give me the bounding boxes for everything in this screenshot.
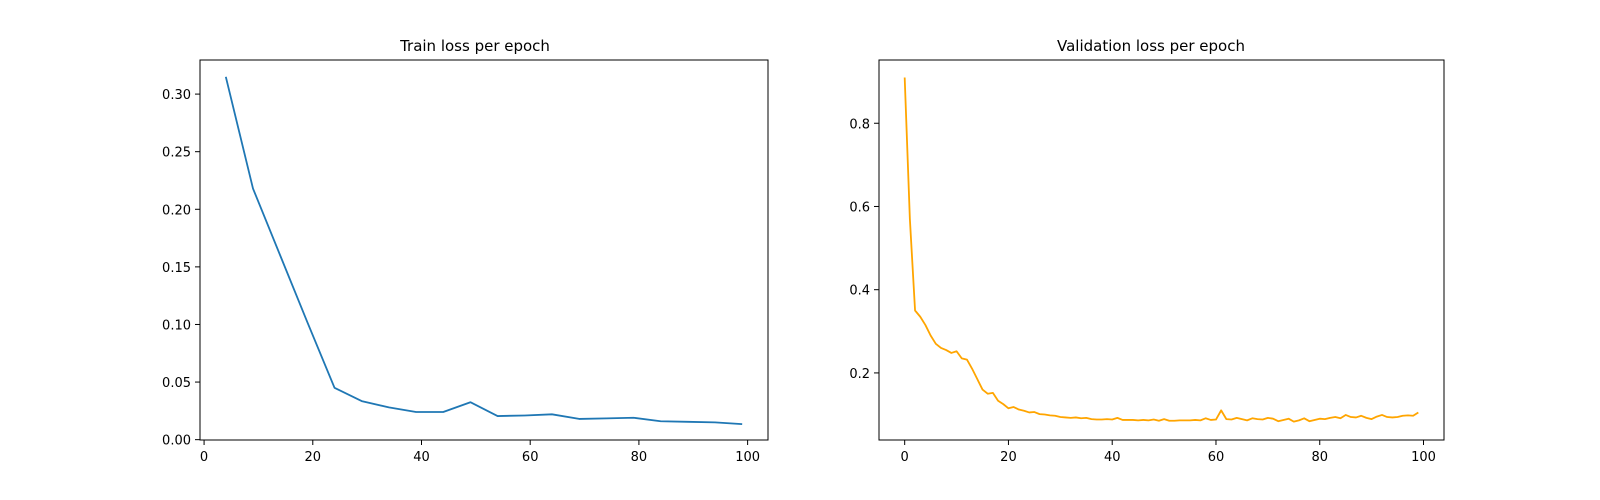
x-tick-label: 80 xyxy=(631,450,648,465)
y-tick-label: 0.20 xyxy=(162,203,191,218)
series-line xyxy=(224,76,743,425)
y-tick-label: 0.10 xyxy=(162,318,191,333)
x-tick-label: 60 xyxy=(522,450,539,465)
x-tick-label: 20 xyxy=(1000,450,1017,465)
x-tick-label: 100 xyxy=(1411,450,1436,465)
series-line xyxy=(903,77,1419,423)
x-tick-label: 100 xyxy=(735,450,760,465)
x-tick-label: 40 xyxy=(413,450,430,465)
validation-loss-chart: Validation loss per epoch 0 20 40 60 80 100 0.… xyxy=(849,37,1445,465)
plot-frame xyxy=(199,59,769,441)
y-tick-label: 0.00 xyxy=(162,434,191,449)
x-tick-label: 0 xyxy=(200,450,208,465)
y-tick-label: 0.2 xyxy=(849,367,870,382)
x-tick-label: 20 xyxy=(305,450,322,465)
train-loss-chart: Train loss per epoch 0 20 40 60 80 100 0.00 0.0… xyxy=(162,37,769,465)
chart-title: Validation loss per epoch xyxy=(1057,37,1245,55)
x-tick-label: 80 xyxy=(1311,450,1328,465)
x-tick-label: 0 xyxy=(901,450,909,465)
y-tick-label: 0.30 xyxy=(162,88,191,103)
x-tick-label: 60 xyxy=(1208,450,1225,465)
y-tick-label: 0.15 xyxy=(162,261,191,276)
x-tick-label: 40 xyxy=(1104,450,1121,465)
plot-frame xyxy=(878,59,1445,441)
y-tick-label: 0.25 xyxy=(162,146,191,161)
y-tick-label: 0.4 xyxy=(849,284,870,299)
y-tick-label: 0.6 xyxy=(849,200,870,215)
y-tick-label: 0.8 xyxy=(849,117,870,132)
chart-title: Train loss per epoch xyxy=(399,37,550,55)
y-tick-label: 0.05 xyxy=(162,376,191,391)
